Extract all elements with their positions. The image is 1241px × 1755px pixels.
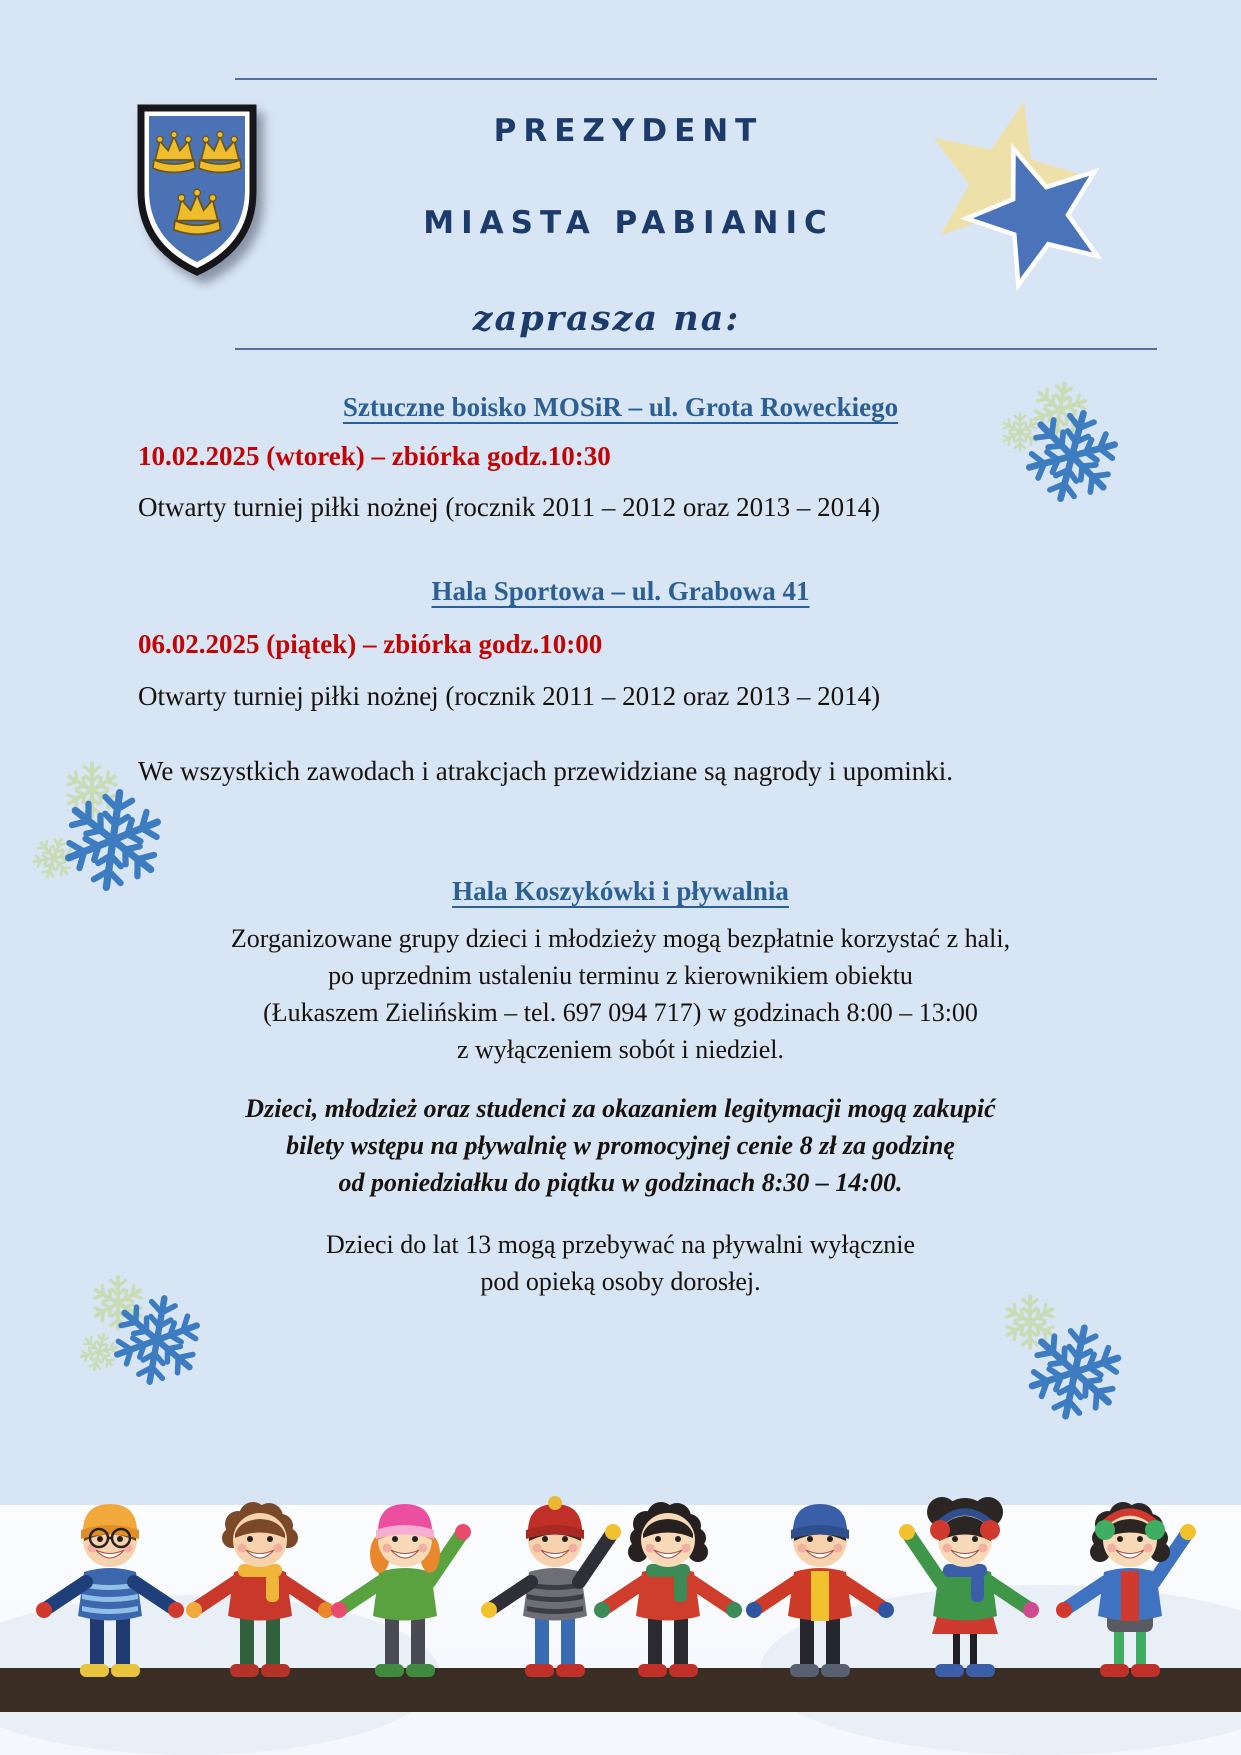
discount-paragraph: Dzieci, młodzież oraz studenci za okazan… — [80, 1090, 1161, 1201]
pool-section-heading: Hala Koszykówki i pływalnia — [452, 876, 789, 906]
discount-paragraph-line-1: Dzieci, młodzież oraz studenci za okazan… — [245, 1094, 996, 1123]
section-1-body: Otwarty turniej piłki nożnej (rocznik 20… — [138, 492, 881, 522]
pool-paragraph-1-line-4: z wyłączeniem sobót i niedziel. — [456, 1035, 785, 1064]
child-figure-girl-buns-earmuffs — [899, 1497, 1039, 1677]
section-1-date: 10.02.2025 (wtorek) – zbiórka godz.10:30 — [138, 441, 611, 471]
pool-paragraph-1: Zorganizowane grupy dzieci i młodzieży m… — [80, 920, 1161, 1068]
child-figure-boy-blue-beanie — [746, 1504, 894, 1677]
ground-strip — [0, 1668, 1241, 1712]
section-2-body: Otwarty turniej piłki nożnej (rocznik 20… — [138, 681, 881, 711]
section-2-date: 06.02.2025 (piątek) – zbiórka godz.10:00 — [138, 629, 603, 659]
age-note-paragraph: Dzieci do lat 13 mogą przebywać na pływa… — [80, 1226, 1161, 1300]
city-crest — [137, 104, 257, 276]
child-figure-boy-red-beanie — [481, 1496, 621, 1677]
snowflake-icon — [79, 1332, 119, 1372]
prizes-note: We wszystkich zawodach i atrakcjach prze… — [138, 756, 954, 786]
snowflake-icon — [114, 1295, 200, 1385]
header-rule-top — [235, 78, 1157, 80]
three-crowns-icon — [151, 130, 243, 236]
poster-subtitle: zaprasza na: — [472, 298, 741, 339]
children-illustration-band — [0, 1505, 1241, 1755]
discount-paragraph-line-2: bilety wstępu na pływalnię w promocyjnej… — [286, 1131, 955, 1160]
poster-title-line2: MIASTA PABIANIC — [423, 205, 834, 241]
section-1-heading: Sztuczne boisko MOSiR – ul. Grota Roweck… — [342, 392, 899, 422]
pool-paragraph-1-line-3: (Łukaszem Zielińskim – tel. 697 094 717)… — [263, 998, 978, 1027]
child-figure-girl-headphones — [1056, 1502, 1196, 1677]
age-note-line-2: pod opieką osoby dorosłej. — [480, 1267, 761, 1296]
child-figure-girl-pink-beanie — [331, 1504, 471, 1677]
child-figure-boy-orange-beanie-glasses — [36, 1504, 184, 1677]
age-note-line-1: Dzieci do lat 13 mogą przebywać na pływa… — [325, 1230, 916, 1259]
poster-title-line1: PREZYDENT — [493, 113, 764, 149]
discount-paragraph-line-3: od poniedziałku do piątku w godzinach 8:… — [338, 1168, 903, 1197]
snowflake-icon — [1005, 1294, 1055, 1350]
child-figure-boy-curly-red-jacket — [186, 1502, 334, 1677]
snowflake-icon — [66, 761, 118, 819]
child-figure-girl-red-coat — [594, 1502, 742, 1677]
pool-paragraph-1-line-1: Zorganizowane grupy dzieci i młodzieży m… — [230, 924, 1011, 953]
snowflake-icon — [1028, 1324, 1122, 1420]
section-2-heading: Hala Sportowa – ul. Grabowa 41 — [431, 576, 810, 606]
header-rule-bottom — [235, 348, 1157, 350]
pool-paragraph-1-line-2: po uprzednim ustaleniu terminu z kierown… — [328, 961, 913, 990]
